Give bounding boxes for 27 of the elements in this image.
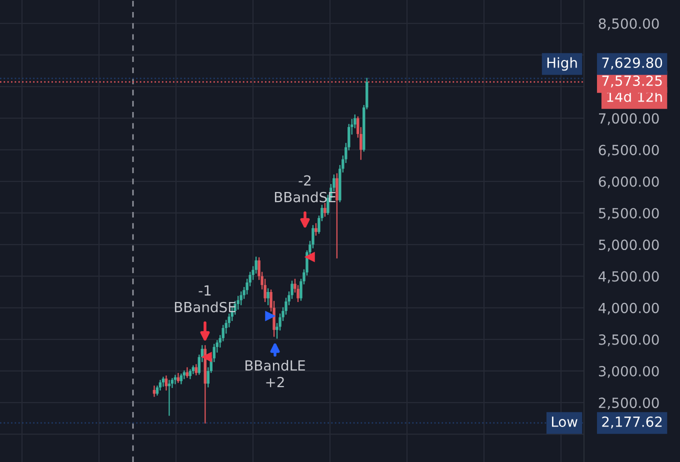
candlestick [336,173,338,258]
y-tick-label: 4,000.00 [598,302,659,315]
y-tick-label: 5,500.00 [598,208,659,220]
y-tick-label: 7,000.00 [599,113,659,126]
candlestick [168,380,171,416]
candlestick [174,374,177,384]
y-tick-label: 6,500.00 [598,144,659,157]
candlestick [164,375,168,391]
annotation: BBandLE +2 [246,360,305,388]
candlestick [266,288,270,306]
legend-label: High [547,57,577,71]
candlestick [314,223,318,236]
candlestick [324,202,326,217]
y-tick-label: 5,000.00 [598,240,659,252]
y-tick-label: 2,500.00 [598,398,659,410]
y-tick-label: 3,500.00 [598,334,659,346]
text: 7,573.25 [602,75,662,88]
candlestick [194,364,198,376]
y-tick-label: 4,500.00 [598,271,659,284]
candlestick [180,374,183,384]
text: 2,177.62 [602,416,662,428]
text: 7,629.80 [602,57,662,70]
y-tick-label: 3,000.00 [598,366,659,378]
ref-line-label: Low [552,416,578,427]
candlestick [240,291,242,306]
y-tick-label: 6,000.00 [598,176,659,188]
y-tick-label: 8,500.00 [598,18,659,30]
